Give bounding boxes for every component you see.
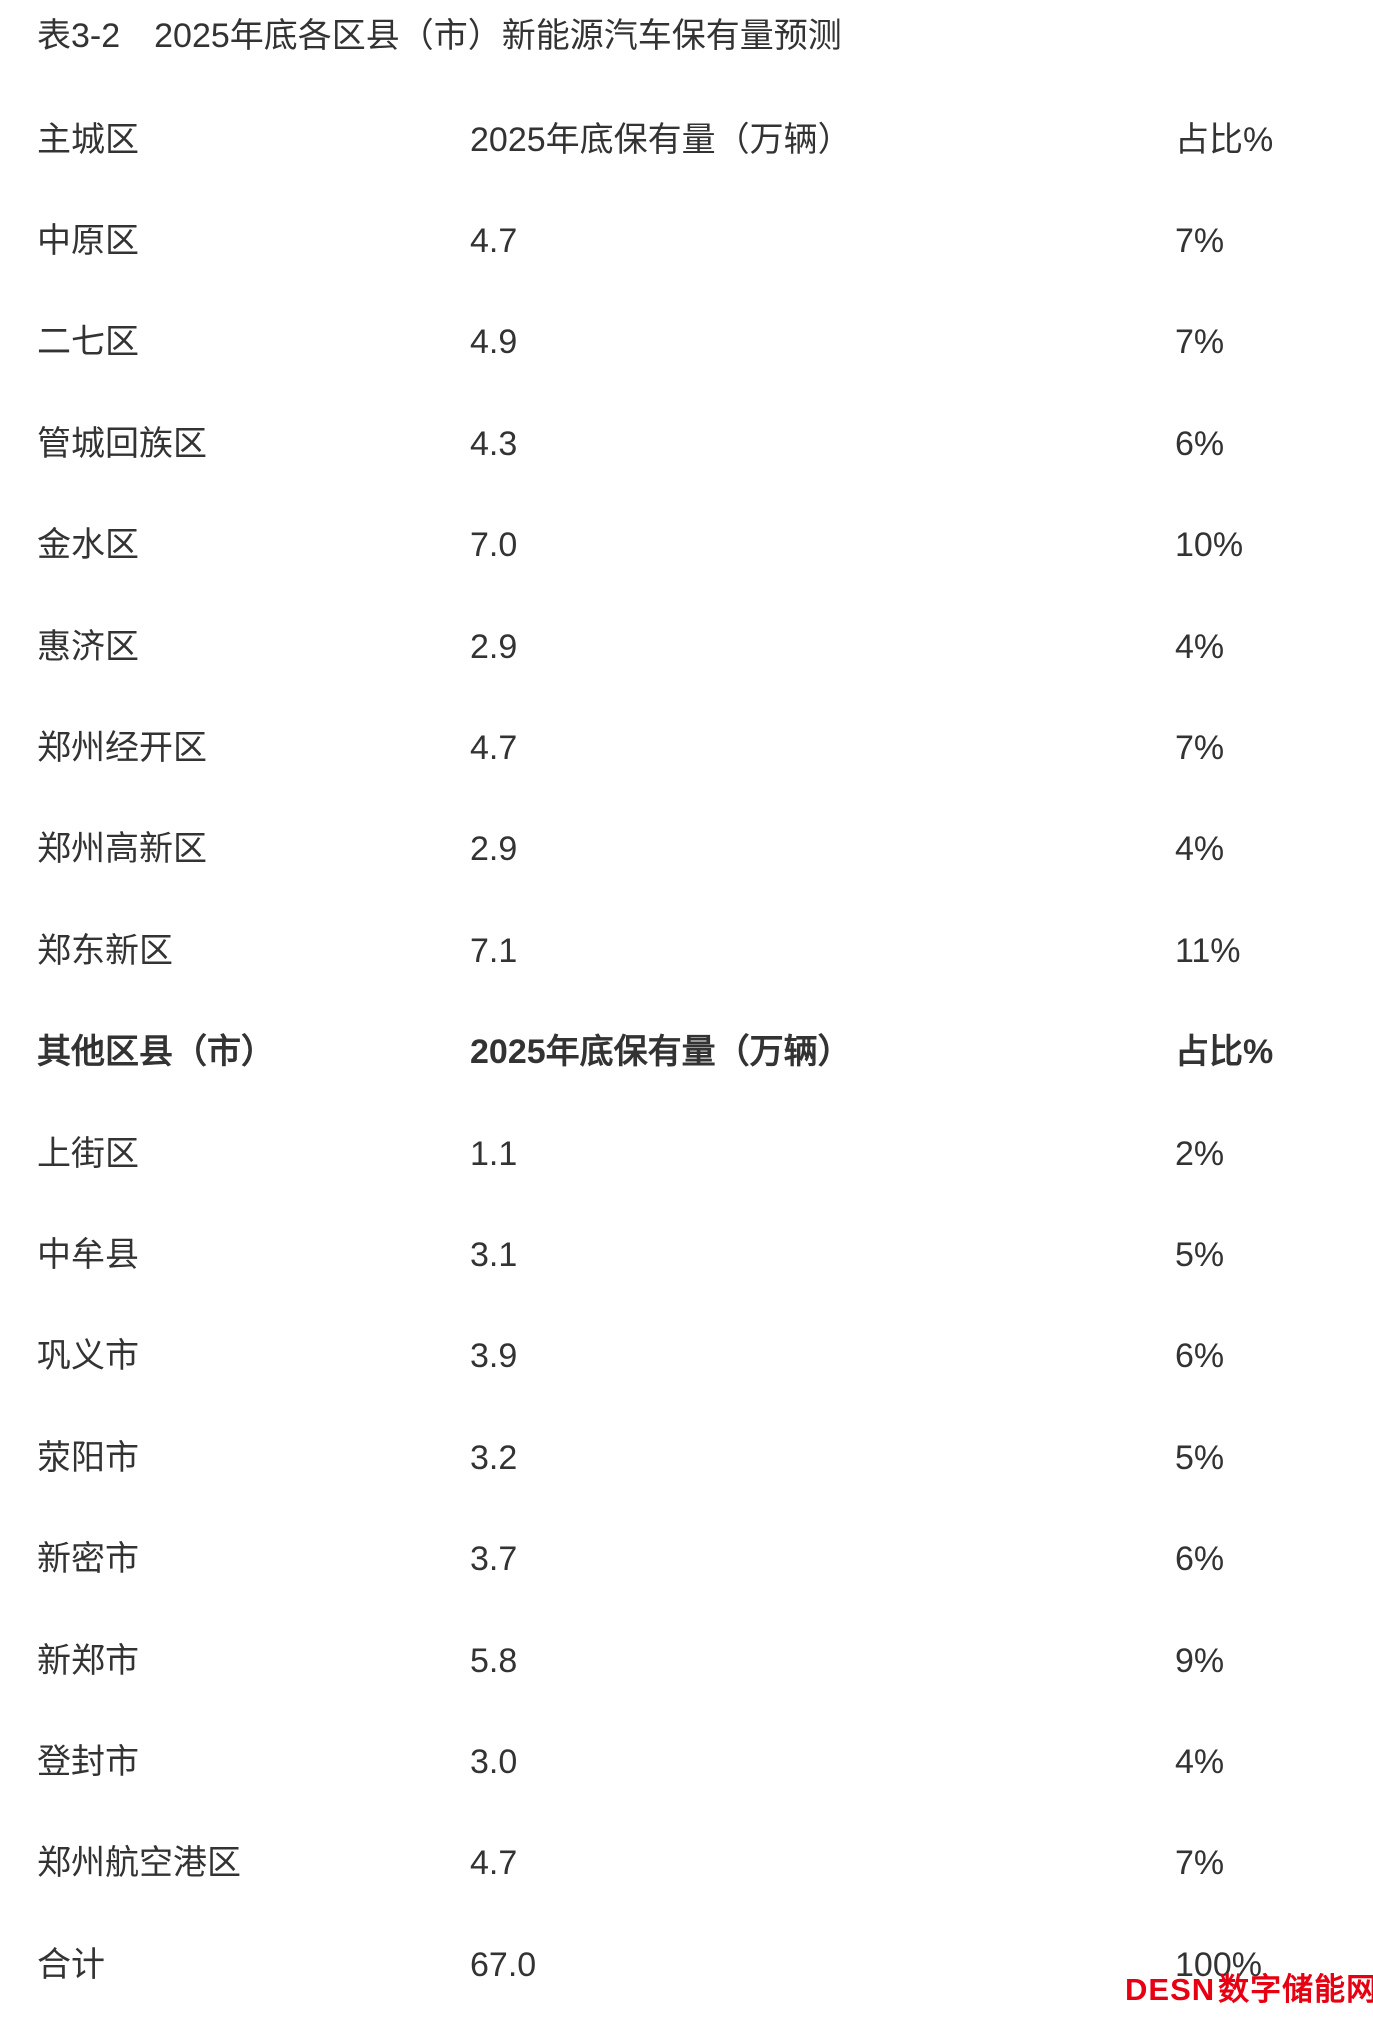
volume-cell: 7.0 [470,526,518,565]
table-header-row: 主城区 2025年底保有量（万辆） 占比% [37,89,1373,190]
header-region-cell: 其他区县（市） [37,1033,275,1072]
header-volume-cell: 2025年底保有量（万辆） [470,1033,852,1072]
volume-cell: 4.7 [470,1844,518,1883]
table-row: 上街区 1.1 2% [37,1103,1373,1204]
volume-cell: 3.9 [470,1337,518,1376]
region-cell: 郑州高新区 [37,830,207,869]
region-cell: 惠济区 [37,627,139,666]
share-cell: 11% [1175,931,1241,970]
header-share-cell: 占比% [1175,120,1274,159]
table-row: 二七区 4.9 7% [37,292,1373,393]
watermark-brand-text: DESN [1125,1972,1216,2007]
region-cell: 郑东新区 [37,931,173,970]
region-cell: 管城回族区 [37,424,207,463]
header-share-cell: 占比% [1175,1033,1274,1072]
header-volume-cell: 2025年底保有量（万辆） [470,120,852,159]
share-cell: 4% [1175,627,1225,666]
share-cell: 6% [1175,1540,1225,1579]
table-row: 郑州航空港区 4.7 7% [37,1813,1373,1914]
volume-cell: 2.9 [470,627,518,666]
volume-cell: 4.3 [470,424,518,463]
table-row: 惠济区 2.9 4% [37,596,1373,697]
share-cell: 5% [1175,1235,1225,1274]
share-cell: 7% [1175,222,1225,261]
region-cell: 新郑市 [37,1641,139,1680]
region-cell: 郑州航空港区 [37,1844,241,1883]
share-cell: 4% [1175,1742,1225,1781]
region-cell: 荥阳市 [37,1438,139,1477]
table-row: 登封市 3.0 4% [37,1711,1373,1812]
share-cell: 10% [1175,526,1244,565]
region-cell: 新密市 [37,1540,139,1579]
table-row: 郑州经开区 4.7 7% [37,697,1373,798]
table-row: 荥阳市 3.2 5% [37,1407,1373,1508]
table-row: 管城回族区 4.3 6% [37,393,1373,494]
share-cell: 4% [1175,830,1225,869]
share-cell: 7% [1175,323,1225,362]
volume-cell: 3.7 [470,1540,518,1579]
volume-cell: 4.7 [470,222,518,261]
table-row: 金水区 7.0 10% [37,495,1373,596]
share-cell: 9% [1175,1641,1225,1680]
table-caption: 表3-2 2025年底各区县（市）新能源汽车保有量预测 [37,17,842,55]
table-row: 中牟县 3.1 5% [37,1204,1373,1305]
volume-cell: 1.1 [470,1134,518,1173]
share-cell: 6% [1175,1337,1225,1376]
volume-cell: 3.0 [470,1742,518,1781]
region-cell: 登封市 [37,1742,139,1781]
region-cell: 中牟县 [37,1235,139,1274]
volume-cell: 2.9 [470,830,518,869]
region-cell: 上街区 [37,1134,139,1173]
table-row: 新郑市 5.8 9% [37,1610,1373,1711]
watermark: DESN数字储能网 [1125,1972,1373,2007]
table-row: 郑州高新区 2.9 4% [37,799,1373,900]
table-row: 郑东新区 7.1 11% [37,900,1373,1001]
volume-cell: 7.1 [470,931,518,970]
volume-cell: 3.2 [470,1438,518,1477]
volume-cell: 4.7 [470,729,518,768]
region-cell: 巩义市 [37,1337,139,1376]
volume-cell: 3.1 [470,1235,518,1274]
share-cell: 7% [1175,729,1225,768]
volume-cell: 5.8 [470,1641,518,1680]
share-cell: 2% [1175,1134,1225,1173]
table-row: 巩义市 3.9 6% [37,1306,1373,1407]
share-cell: 5% [1175,1438,1225,1477]
share-cell: 6% [1175,424,1225,463]
share-cell: 100% [1175,1945,1262,1984]
table-row: 中原区 4.7 7% [37,190,1373,291]
table-header-row: 其他区县（市） 2025年底保有量（万辆） 占比% [37,1002,1373,1103]
share-cell: 7% [1175,1844,1225,1883]
region-cell: 金水区 [37,526,139,565]
header-region-cell: 主城区 [37,120,139,159]
table-row: 新密市 3.7 6% [37,1508,1373,1609]
region-cell: 中原区 [37,222,139,261]
volume-cell: 67.0 [470,1945,537,1984]
ev-forecast-table: 主城区 2025年底保有量（万辆） 占比% 中原区 4.7 7% 二七区 4.9… [37,89,1373,2015]
volume-cell: 4.9 [470,323,518,362]
watermark-site-name: 数字储能网 [1218,1972,1373,2007]
region-cell: 合计 [37,1945,105,1984]
table-row: 合计 67.0 100% [37,1914,1373,2015]
region-cell: 二七区 [37,323,139,362]
region-cell: 郑州经开区 [37,729,207,768]
